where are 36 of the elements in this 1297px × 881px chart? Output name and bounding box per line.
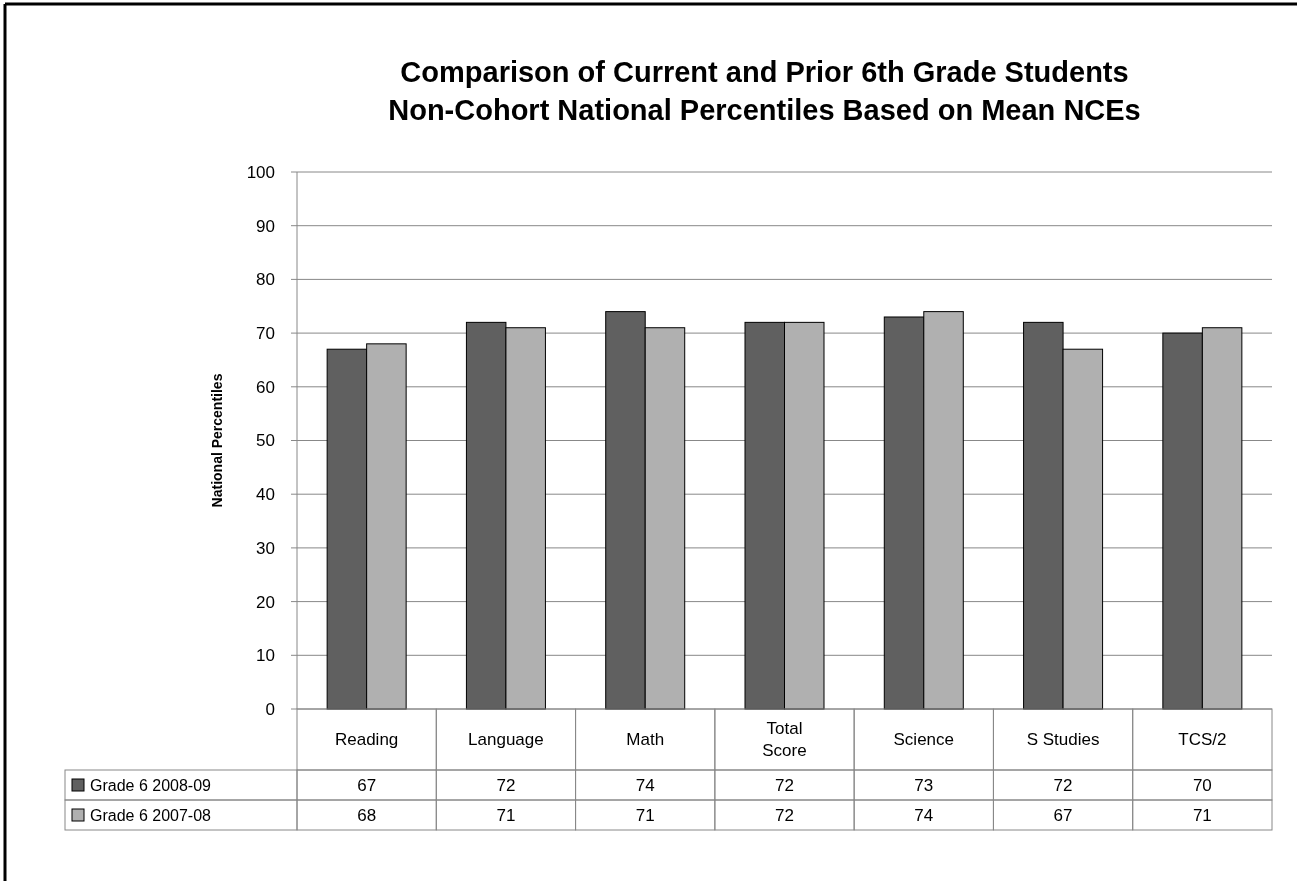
x-tick-label: Science [893, 730, 955, 750]
x-tick-label: TCS/2 [1178, 730, 1227, 750]
y-tick-label: 80 [256, 270, 275, 290]
data-label: 67 [357, 775, 377, 795]
data-label: 74 [914, 805, 934, 825]
data-label: 71 [496, 805, 516, 825]
legend-label: Grade 6 2008-09 [90, 776, 212, 794]
y-tick-label: 50 [256, 431, 275, 451]
data-label: 74 [635, 775, 655, 795]
y-tick-label: 20 [256, 592, 275, 612]
y-tick-label: 30 [256, 538, 275, 558]
y-tick-label: 70 [256, 324, 275, 344]
y-tick-label: 90 [256, 216, 275, 236]
data-label: 70 [1192, 775, 1212, 795]
legend-label: Grade 6 2007-08 [90, 806, 212, 824]
data-label: 72 [775, 805, 794, 825]
x-tick-label: Language [468, 730, 544, 750]
x-tick-label: Total Score [762, 719, 807, 761]
x-tick-label: Reading [334, 730, 399, 750]
data-label: 68 [357, 805, 377, 825]
data-label: 71 [635, 805, 655, 825]
data-label: 71 [1192, 805, 1212, 825]
data-label: 72 [496, 775, 516, 795]
data-label: 73 [914, 775, 934, 795]
chart-title: Comparison of Current and Prior 6th Grade Students Non-Cohort National Percentiles Based on Mean NCEs [388, 56, 1141, 126]
x-tick-label: S Studies [1026, 730, 1100, 750]
y-axis-title: National Percentiles [209, 373, 225, 508]
data-label: 67 [1053, 805, 1073, 825]
y-tick-label: 60 [256, 377, 275, 397]
data-label: 72 [775, 775, 794, 795]
y-tick-label: 100 [246, 162, 275, 182]
data-label: 72 [1053, 775, 1073, 795]
y-tick-label: 0 [265, 699, 275, 719]
x-tick-label: Math [626, 730, 665, 750]
y-tick-label: 10 [256, 646, 275, 666]
y-tick-label: 40 [256, 485, 275, 505]
